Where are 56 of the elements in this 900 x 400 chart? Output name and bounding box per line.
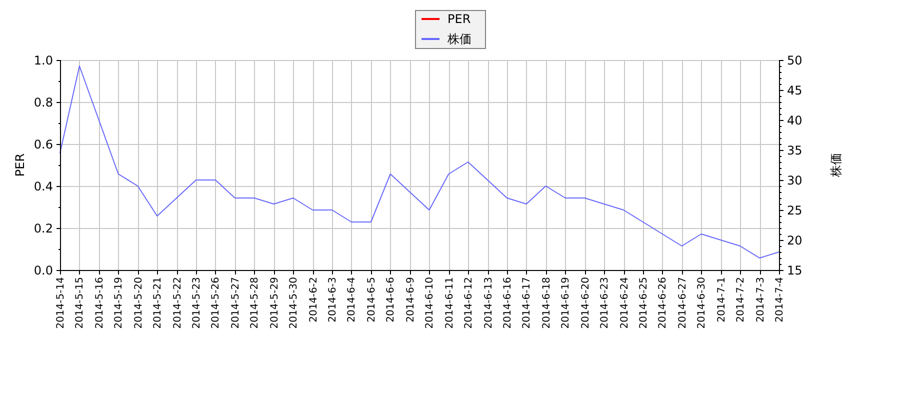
- legend-label: PER: [448, 12, 471, 26]
- x-tick-label: 2014-6-27: [677, 277, 688, 329]
- y-axis-title: PER: [13, 153, 27, 177]
- y-tick-label: 0.0: [34, 264, 53, 278]
- x-tick-label: 2014-5-19: [113, 277, 124, 329]
- y-tick-label: 0.2: [34, 222, 53, 236]
- x-tick-label: 2014-5-28: [249, 277, 260, 329]
- x-tick-label: 2014-6-6: [385, 277, 396, 322]
- x-tick-label: 2014-6-10: [424, 277, 435, 329]
- x-tick-label: 2014-6-2: [308, 277, 319, 322]
- y2-tick-label: 50: [787, 54, 802, 68]
- x-tick-label: 2014-5-23: [191, 277, 202, 329]
- x-tick-label: 2014-6-12: [463, 277, 474, 329]
- x-tick-label: 2014-6-16: [502, 277, 513, 329]
- x-tick-label: 2014-5-22: [172, 277, 183, 329]
- x-tick-label: 2014-5-26: [210, 277, 221, 329]
- y2-axis-title: 株価: [829, 153, 843, 178]
- y2-tick-label: 15: [787, 264, 802, 278]
- y-tick-label: 1.0: [34, 54, 53, 68]
- x-tick-label: 2014-6-9: [405, 277, 416, 322]
- x-tick-label: 2014-6-24: [619, 277, 630, 329]
- x-tick-label: 2014-5-16: [94, 277, 105, 329]
- x-tick-label: 2014-6-11: [444, 277, 455, 329]
- x-tick-label: 2014-6-23: [599, 277, 610, 329]
- x-tick-label: 2014-6-17: [521, 277, 532, 329]
- y2-tick-label: 45: [787, 84, 802, 98]
- x-tick-label: 2014-5-27: [230, 277, 241, 329]
- y2-tick-label: 35: [787, 144, 802, 158]
- x-tick-label: 2014-5-15: [74, 277, 85, 329]
- x-tick-label: 2014-7-2: [735, 277, 746, 322]
- x-tick-label: 2014-5-29: [269, 277, 280, 329]
- y-tick-label: 0.8: [34, 96, 53, 110]
- y2-tick-label: 20: [787, 234, 802, 248]
- x-tick-label: 2014-6-4: [346, 277, 357, 322]
- x-tick-label: 2014-6-20: [580, 277, 591, 329]
- x-tick-label: 2014-7-4: [774, 277, 785, 322]
- x-tick-label: 2014-6-13: [483, 277, 494, 329]
- x-tick-label: 2014-6-25: [638, 277, 649, 329]
- y2-tick-label: 30: [787, 174, 802, 188]
- x-tick-label: 2014-7-1: [716, 277, 727, 322]
- x-tick-label: 2014-5-14: [55, 277, 66, 329]
- x-tick-label: 2014-6-19: [560, 277, 571, 329]
- x-tick-label: 2014-5-20: [133, 277, 144, 329]
- legend-label: 株価: [446, 32, 472, 46]
- x-tick-label: 2014-7-3: [755, 277, 766, 322]
- x-tick-label: 2014-5-21: [152, 277, 163, 329]
- x-tick-label: 2014-6-26: [657, 277, 668, 329]
- x-tick-label: 2014-6-18: [541, 277, 552, 329]
- y-tick-label: 0.6: [34, 138, 53, 152]
- y2-tick-label: 40: [787, 114, 802, 128]
- y-tick-label: 0.4: [34, 180, 53, 194]
- x-tick-label: 2014-5-30: [288, 277, 299, 329]
- x-tick-label: 2014-6-5: [366, 277, 377, 322]
- y2-tick-label: 25: [787, 204, 802, 218]
- x-tick-label: 2014-6-30: [696, 277, 707, 329]
- x-tick-label: 2014-6-3: [327, 277, 338, 322]
